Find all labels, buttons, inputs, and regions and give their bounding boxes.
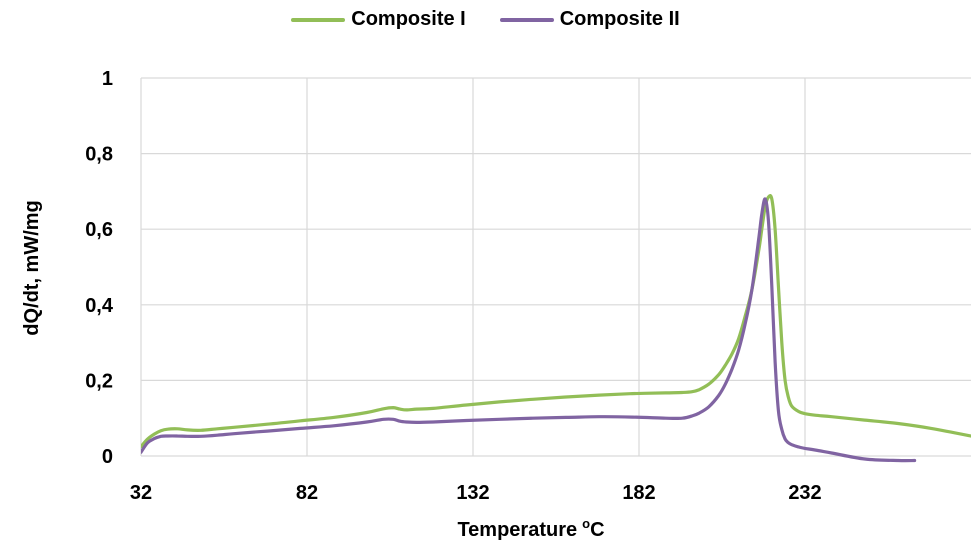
y-tick-label: 0: [102, 446, 113, 468]
x-tick-label: 32: [130, 482, 152, 504]
series-layer: [141, 193, 971, 463]
y-tick-label: 0,4: [85, 295, 114, 317]
x-axis-ticks: 32 82 132 182 232: [130, 482, 822, 504]
x-axis-title-unit: C: [590, 519, 604, 541]
legend: Composite I Composite II: [0, 8, 971, 31]
y-axis-ticks: 0 0,2 0,4 0,6 0,8 1: [85, 68, 114, 468]
x-tick-label: 82: [296, 482, 318, 504]
legend-item-composite-i: Composite I: [291, 8, 466, 31]
y-tick-label: 0,6: [85, 219, 113, 241]
legend-swatch-composite-ii: [499, 17, 554, 22]
y-tick-label: 0,8: [85, 144, 113, 166]
series-line-composite-i: [141, 193, 971, 449]
series-line-composite-ii: [141, 197, 917, 463]
x-axis-title: Temperature oC: [457, 516, 604, 541]
x-axis-title-superscript: o: [582, 516, 590, 531]
legend-item-composite-ii: Composite II: [499, 8, 680, 31]
legend-swatch-composite-i: [291, 17, 346, 22]
legend-label-composite-i: Composite I: [351, 8, 466, 30]
x-axis-title-main: Temperature: [457, 519, 577, 541]
y-tick-label: 0,2: [85, 370, 113, 392]
y-tick-label: 1: [102, 68, 113, 90]
y-axis-title: dQ/dt, mW/mg: [21, 200, 43, 336]
x-tick-label: 182: [622, 482, 655, 504]
x-tick-label: 132: [456, 482, 489, 504]
legend-label-composite-ii: Composite II: [559, 8, 680, 30]
x-tick-label: 232: [788, 482, 821, 504]
grid: [140, 77, 971, 457]
